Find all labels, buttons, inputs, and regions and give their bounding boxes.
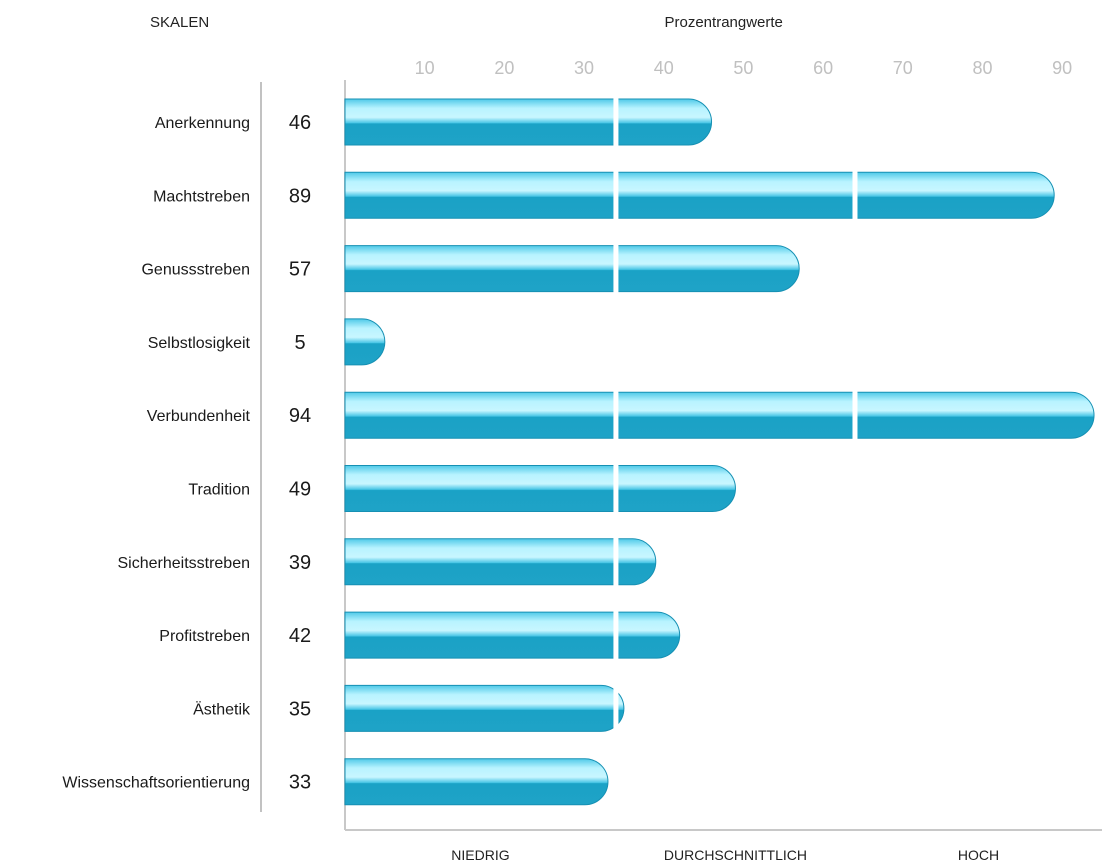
bar: [344, 684, 625, 732]
scales-header: SKALEN: [150, 14, 210, 31]
x-tick-label: 90: [1052, 58, 1072, 78]
bar: [344, 391, 1095, 439]
bar-zone-gap: [613, 98, 619, 146]
x-tick-label: 70: [893, 58, 913, 78]
value-label: 49: [289, 479, 311, 501]
x-tick-label: 80: [972, 58, 992, 78]
x-tick-label: 40: [654, 58, 674, 78]
bar: [344, 538, 657, 586]
zone-label: HOCH: [957, 847, 1000, 863]
axis-title: Prozentrangwerte: [664, 14, 783, 31]
bar-zone-gap: [852, 171, 858, 220]
value-label: 33: [289, 772, 311, 794]
x-tick-label: 30: [574, 58, 594, 78]
category-label: Anerkennung: [155, 115, 250, 132]
value-label: 94: [289, 405, 311, 427]
category-label: Sicherheitsstreben: [117, 555, 250, 572]
value-label: 5: [294, 332, 305, 354]
bar: [344, 465, 736, 512]
x-tick-label: 20: [494, 58, 514, 78]
bar-zone-gap: [613, 537, 619, 586]
category-label: Verbundenheit: [147, 408, 251, 425]
value-label: 35: [289, 698, 311, 720]
category-label: Profitstreben: [159, 628, 250, 645]
value-label: 46: [289, 112, 311, 134]
value-label: 57: [289, 259, 311, 281]
bar-zone-gap: [852, 391, 858, 440]
zone-label: DURCHSCHNITTLICH: [663, 847, 807, 863]
category-label: Wissenschaftsorientierung: [62, 775, 250, 792]
bar-zone-gap: [613, 244, 619, 293]
bar: [344, 171, 1055, 219]
value-label: 39: [289, 552, 311, 574]
category-label: Ästhetik: [193, 700, 251, 718]
category-label: Genussstreben: [141, 262, 250, 279]
bar: [344, 611, 681, 659]
x-tick-label: 10: [415, 58, 435, 78]
bar-zone-gap: [613, 391, 619, 440]
category-label: Selbstlosigkeit: [148, 335, 251, 352]
category-label: Machtstreben: [153, 188, 250, 205]
bar: [344, 758, 609, 806]
x-tick-label: 60: [813, 58, 833, 78]
bar: [344, 245, 800, 293]
bar: [344, 318, 386, 366]
bar-zone-gap: [613, 171, 619, 220]
x-tick-label: 50: [733, 58, 753, 78]
zone-label: NIEDRIG: [451, 847, 510, 863]
bar-zone-gap: [613, 684, 619, 733]
value-label: 42: [289, 625, 311, 647]
bar-zone-gap: [613, 611, 619, 660]
bar: [344, 98, 712, 146]
value-label: 89: [289, 185, 311, 207]
bar-zone-gap: [613, 464, 619, 513]
category-label: Tradition: [188, 482, 250, 499]
